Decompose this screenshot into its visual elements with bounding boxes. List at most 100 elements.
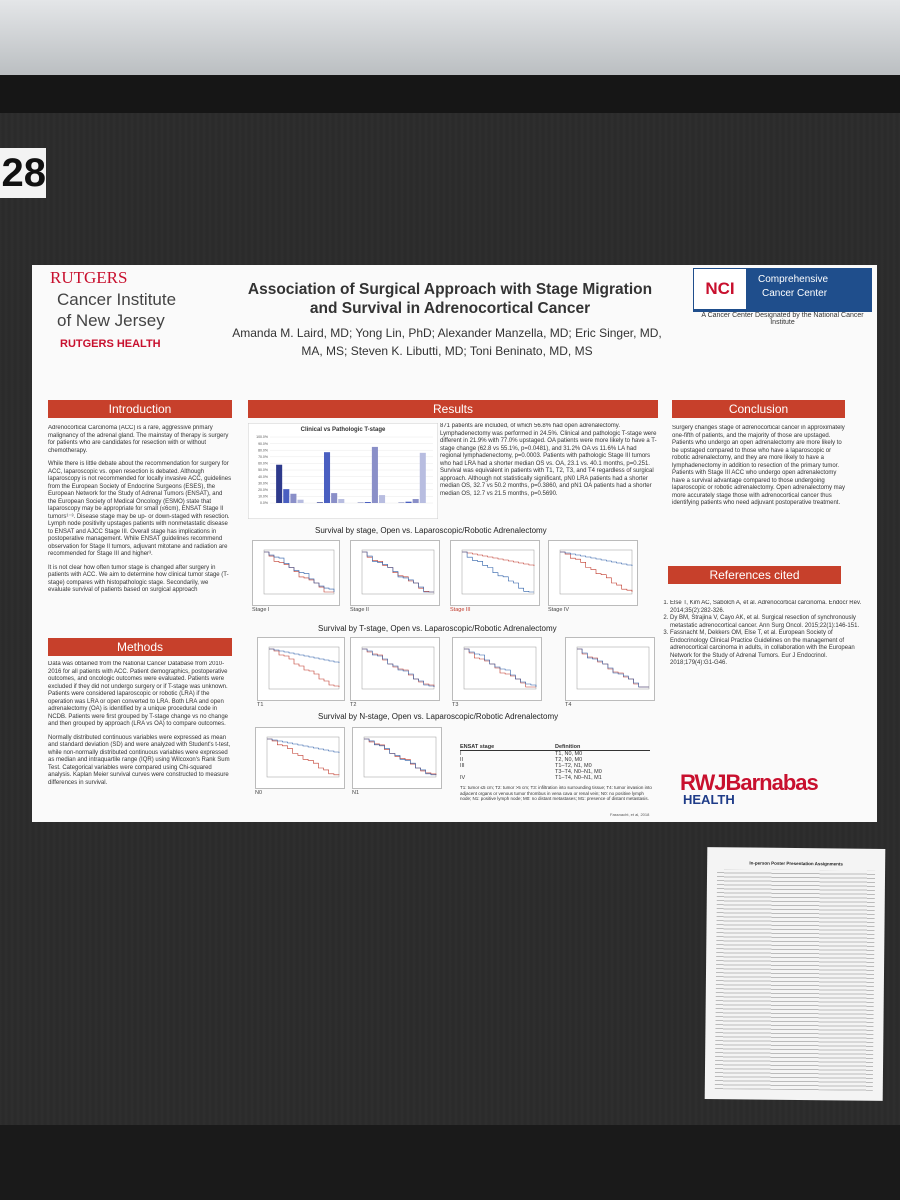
- survival-curve: [577, 648, 649, 688]
- bar: [323, 452, 331, 503]
- bar-chart: Clinical vs Pathologic T-stage 0.0% 10.0%…: [248, 423, 438, 519]
- ensat-stage: IV: [460, 775, 466, 781]
- paragraph: Normally distributed continuous variable…: [48, 734, 231, 786]
- sheet-title: In-person Poster Presentation Assignment…: [749, 860, 843, 867]
- plot-frame: [452, 637, 542, 701]
- plot-frame: [257, 637, 345, 701]
- survival-curve: [560, 551, 633, 592]
- reference: Dy BM, Strajina V, Cayo AK, et al. Surgi…: [670, 615, 868, 630]
- y-tick-label: 70.0%: [258, 455, 268, 459]
- ensat-definition: T1, N0, M0: [555, 751, 583, 757]
- plot-area: [576, 646, 650, 690]
- chart-title: Clinical vs Pathologic T-stage: [301, 427, 386, 433]
- reference-list: Else T, Kim AC, Sabolch A, et al. Adreno…: [660, 600, 868, 710]
- results-text: 871 patients are included, of which 56.8…: [440, 423, 657, 497]
- paragraph: It is not clear how often tumor stage is…: [48, 564, 229, 594]
- ensat-row: III T1–T2, N1, M0: [460, 763, 650, 769]
- plot-area: [461, 549, 535, 595]
- plot-label: Stage II: [350, 607, 369, 613]
- nci-text: Cancer Center: [762, 288, 828, 299]
- figure-caption: Survival by stage, Open vs. Laparoscopic…: [315, 526, 547, 535]
- ensat-stage: I: [460, 751, 462, 757]
- y-tick-label: 20.0%: [258, 488, 268, 492]
- y-tick-label: 90.0%: [258, 442, 268, 446]
- bar: [331, 493, 338, 503]
- bar: [419, 452, 426, 503]
- survival-curve: [462, 551, 535, 566]
- conclusion-text: Surgery changes stage of adrenocortical …: [672, 425, 845, 506]
- survival-curve: [364, 738, 437, 776]
- km-plot-image: [450, 540, 540, 606]
- survival-curve: [362, 551, 434, 593]
- reference: Else T, Kim AC, Sabolch A, et al. Adreno…: [670, 600, 868, 615]
- ceiling: [0, 0, 900, 78]
- survival-curve: [462, 551, 534, 593]
- sheet-table: [714, 869, 876, 1091]
- ensat-definition: T2, N0, M0: [555, 757, 583, 763]
- survival-curve: [264, 551, 335, 592]
- bar: [379, 495, 386, 503]
- plot-area: [361, 646, 435, 690]
- institute-line: Cancer Institute: [57, 290, 177, 309]
- km-plot-image: [452, 637, 542, 701]
- ensat-stage: III: [460, 763, 465, 769]
- ensat-row: T3–T4, N0–N1, M0: [460, 769, 650, 775]
- y-tick-label: 80.0%: [258, 448, 268, 452]
- ensat-header: ENSAT stage Definition: [460, 744, 650, 751]
- km-plot-image: [548, 540, 638, 606]
- board-frame: [0, 75, 900, 113]
- plot-label: N1: [352, 790, 360, 796]
- ensat-row: II T2, N0, M0: [460, 757, 650, 763]
- plot-area: [463, 646, 537, 690]
- y-tick-label: 10.0%: [258, 495, 268, 499]
- bar: [412, 499, 419, 503]
- survival-curve: [267, 738, 340, 776]
- introduction-text: Adrenocortical Carcinoma (ACC) is a rare…: [48, 425, 232, 637]
- plot-frame: [255, 727, 345, 789]
- board-bottom: [0, 1125, 900, 1200]
- ensat-source: Fassnacht, et al, 2018: [610, 812, 650, 817]
- board-number: 28: [0, 148, 46, 198]
- section-heading: References cited: [668, 566, 841, 584]
- y-tick-label: 40.0%: [258, 475, 268, 479]
- nci-text: Comprehensive: [758, 274, 829, 285]
- survival-curve: [267, 738, 340, 753]
- ensat-stage: ENSAT stage: [460, 744, 495, 750]
- plot-area: [361, 549, 435, 595]
- paragraph: Adrenocortical Carcinoma (ACC) is a rare…: [48, 425, 229, 454]
- rwj-logo: RWJBarnabas: [680, 770, 819, 795]
- rwj-health: HEALTH: [683, 792, 735, 807]
- km-plot-image: [252, 540, 340, 606]
- plot-label: T2: [350, 702, 357, 708]
- plot-label: Stage III: [450, 607, 471, 613]
- plot-frame: [352, 727, 442, 789]
- ensat-row: I T1, N0, M0: [460, 751, 650, 757]
- section-heading: Conclusion: [672, 400, 845, 418]
- km-plot-image: [350, 540, 440, 606]
- paragraph: While there is little debate about the r…: [48, 461, 232, 557]
- plot-label: Stage I: [252, 607, 270, 613]
- plot-area: [268, 646, 340, 690]
- km-plot-image: [350, 637, 440, 701]
- plot-label: N0: [255, 790, 263, 796]
- y-tick-label: 30.0%: [258, 481, 268, 485]
- section-heading: Introduction: [48, 400, 232, 418]
- plot-frame: [252, 540, 340, 606]
- reference: Fassnacht M, Dekkers OM, Else T, et al. …: [670, 630, 868, 668]
- methods-text: Data was obtained from the National Canc…: [48, 661, 232, 819]
- y-tick-label: 60.0%: [258, 462, 268, 466]
- plot-area: [266, 736, 340, 778]
- y-tick-label: 100.0%: [256, 435, 268, 439]
- bar: [338, 499, 345, 503]
- survival-curve: [464, 648, 537, 687]
- plot-frame: [548, 540, 638, 606]
- bar: [283, 489, 290, 503]
- bar: [364, 502, 371, 503]
- nci-caption: A Cancer Center Designated by the Nation…: [701, 312, 864, 326]
- y-tick-label: 0.0%: [260, 501, 268, 505]
- bar: [297, 499, 304, 503]
- survival-curve: [269, 648, 340, 687]
- survival-curve: [560, 551, 633, 566]
- plot-area: [559, 549, 633, 595]
